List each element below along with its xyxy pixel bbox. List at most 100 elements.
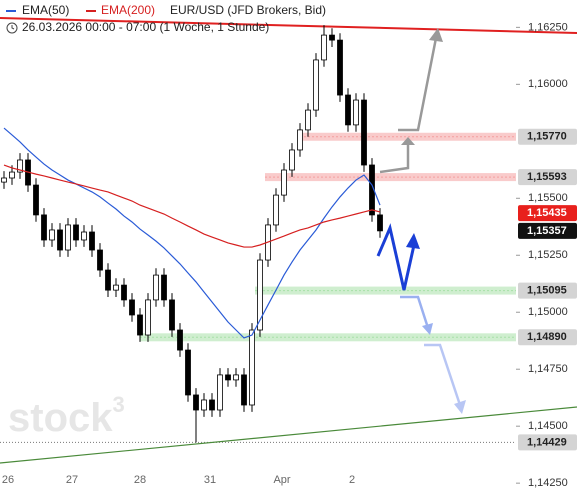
candle-body [97,249,103,271]
candle-body [137,314,143,336]
candle-body [161,274,167,301]
x-tick-label: 26 [2,474,14,486]
gray-arrowhead [401,137,415,145]
light-arrow-2 [424,343,462,406]
gray-arrow-large [398,37,438,132]
blue-zigzag-arrow [376,223,416,291]
x-tick-label: 28 [134,474,146,486]
level-box [518,205,577,222]
light-arrowhead [422,323,433,335]
candle-body [89,231,95,251]
y-tick-label: 1,14750 [528,363,568,375]
candle-body [65,224,71,251]
watermark-sup: 3 [113,392,125,417]
candle-body [177,329,183,351]
y-tick-label: 1,15500 [528,192,568,204]
candle-body [121,284,127,301]
gray-arrow-small [379,143,410,174]
x-tick-label: 27 [66,474,78,486]
candle-body [209,399,215,411]
level-box [518,169,577,186]
candle-body [81,231,87,241]
candle-body [153,274,159,301]
blue-arrowhead [406,233,420,249]
level-label: 1,15095 [527,284,567,296]
candle-body [233,374,239,381]
y-tick-label: 1,14500 [528,420,568,432]
candle-body [9,171,15,179]
level-label: 1,14429 [527,436,567,448]
light-arrow-1 [400,295,430,329]
clock-icon [6,22,18,34]
candle-body [241,374,247,406]
candle-body [313,59,319,111]
candle-body [201,399,207,411]
candle-body [113,284,119,291]
level-label: 1,15770 [527,131,567,143]
candle-body [321,34,327,61]
candle-body [193,394,199,411]
legend-entry: EMA(50) [22,3,69,17]
clock-hands [11,25,15,30]
candle-body [57,229,63,251]
candle-body [1,177,7,183]
level-box [518,329,577,346]
candle-body [257,259,263,331]
chart-subtitle: 26.03.2026 00:00 - 07:00 (1 Woche, 1 Stu… [22,20,269,34]
candle-body [289,149,295,171]
candle-body [297,129,303,151]
resistance-trendline [0,17,577,34]
chart-title: EUR/USD (JFD Brokers, Bid) [170,3,326,17]
candle-body [17,159,23,173]
watermark-text: stock [8,396,113,440]
support-trendline [0,406,577,464]
level-box [518,282,577,299]
candle-body [73,224,79,241]
light-arrowhead [454,400,466,414]
level-label: 1,15593 [527,171,567,183]
level-zone [255,286,516,295]
candle-body [361,99,367,166]
level-box [518,434,577,451]
candle-body [281,169,287,196]
y-tick-label: 1,14250 [528,477,568,489]
x-tick-label: Apr [273,474,290,486]
forecast-arrows [376,28,466,414]
legend-entry: EMA(200) [101,3,155,17]
candle-body [145,299,151,336]
watermark: stock3 [8,392,125,440]
candle-body [337,39,343,96]
ema-line [3,164,381,248]
y-tick-label: 1,15250 [528,249,568,261]
candle-body [225,374,231,381]
candle-body [105,269,111,291]
candle-body [305,109,311,131]
candle-body [169,299,175,331]
candle-body [353,99,359,126]
level-box [518,128,577,145]
candle-body [249,329,255,406]
candle-body [41,214,47,241]
gray-arrowhead [429,28,443,42]
candle-body [273,194,279,226]
y-tick-label: 1,16000 [528,78,568,90]
level-label: 1,15435 [527,207,567,219]
y-tick-label: 1,15000 [528,306,568,318]
level-label: 1,15357 [527,225,567,237]
candle-body [33,184,39,216]
header: EMA(50) EMA(200) EUR/USD (JFD Brokers, B… [6,3,326,34]
candle-body [217,374,223,411]
ema-line [3,127,381,339]
x-tick-label: 31 [204,474,216,486]
candle-body [329,34,335,41]
x-tick-label: 2 [349,474,355,486]
level-box [518,222,577,239]
candle-body [49,229,55,241]
candle-body [185,349,191,396]
level-label: 1,14890 [527,331,567,343]
candle-body [129,299,135,316]
candle-body [345,94,351,126]
